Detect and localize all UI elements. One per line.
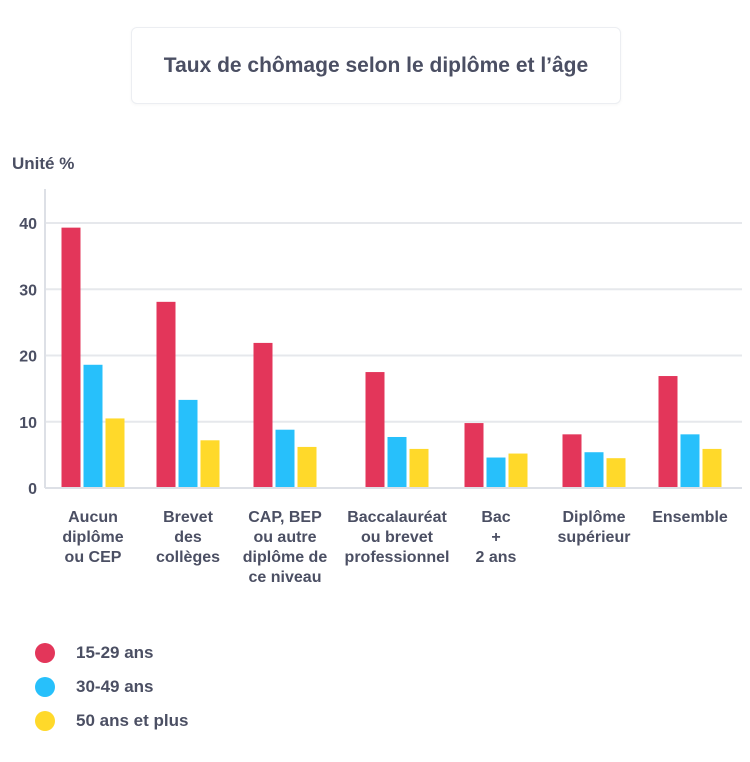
- bar: [275, 429, 295, 488]
- legend-item: 30-49 ans: [35, 670, 188, 704]
- x-category-label: ou CEP: [65, 549, 122, 566]
- chart-title-box: Taux de chômage selon le diplôme et l’âg…: [131, 27, 621, 104]
- legend-item: 15-29 ans: [35, 636, 188, 670]
- y-tick-label: 20: [19, 349, 37, 366]
- x-category-labels: Aucun diplôme ou CEP Brevet des collèges CAP, …: [62, 509, 728, 586]
- bar: [584, 452, 604, 488]
- x-category-label: des: [174, 529, 202, 546]
- legend-item: 50 ans et plus: [35, 704, 188, 738]
- y-tick-label: 30: [19, 282, 37, 299]
- bar: [178, 399, 198, 488]
- bar-chart: Unité % 0 10 20 30 40 Aucun diplôme ou CEP Brev…: [12, 154, 742, 586]
- x-category-label: 2 ans: [476, 549, 517, 566]
- x-category-label: ce niveau: [249, 569, 322, 586]
- bar: [606, 458, 626, 488]
- legend-swatch: [35, 711, 55, 731]
- x-category-label: +: [491, 529, 500, 546]
- grid-lines: [45, 222, 742, 423]
- x-category-label: Ensemble: [652, 509, 728, 526]
- bar: [61, 227, 81, 488]
- bar: [562, 434, 582, 488]
- bar: [680, 434, 700, 488]
- legend-swatch: [35, 677, 55, 697]
- legend-label: 30-49 ans: [76, 677, 154, 696]
- x-category-label: Baccalauréat: [347, 509, 447, 526]
- x-category-label: Diplôme: [562, 509, 625, 526]
- y-tick-labels: 0 10 20 30 40: [19, 216, 37, 498]
- y-tick-label: 0: [28, 481, 37, 498]
- legend-label: 50 ans et plus: [76, 711, 189, 730]
- x-category-label: ou brevet: [361, 529, 434, 546]
- chart-title: Taux de chômage selon le diplôme et l’âg…: [163, 53, 589, 77]
- bars: [61, 227, 722, 488]
- bar: [387, 436, 407, 488]
- bar: [297, 446, 317, 488]
- y-tick-label: 40: [19, 216, 37, 233]
- legend-swatch: [35, 643, 55, 663]
- x-category-label: professionnel: [345, 549, 450, 566]
- x-category-label: CAP, BEP: [248, 509, 322, 526]
- bar: [253, 342, 273, 488]
- y-tick-label: 10: [19, 415, 37, 432]
- legend: 15-29 ans 30-49 ans 50 ans et plus: [35, 636, 188, 738]
- bar: [486, 457, 506, 488]
- x-category-label: Bac: [481, 509, 510, 526]
- x-category-label: supérieur: [558, 529, 631, 546]
- bar: [464, 423, 484, 488]
- bar: [508, 453, 528, 488]
- bar: [83, 364, 103, 488]
- bar: [105, 418, 125, 488]
- bar: [156, 301, 176, 488]
- x-category-label: ou autre: [253, 529, 316, 546]
- x-category-label: collèges: [156, 549, 220, 566]
- x-category-label: Brevet: [163, 509, 213, 526]
- x-category-label: diplôme de: [243, 549, 328, 566]
- y-unit-label: Unité %: [12, 154, 74, 173]
- x-category-label: Aucun: [68, 509, 118, 526]
- bar: [200, 440, 220, 488]
- bar: [365, 372, 385, 488]
- legend-label: 15-29 ans: [76, 643, 154, 662]
- bar: [702, 448, 722, 488]
- bar: [658, 376, 678, 488]
- bar: [409, 448, 429, 488]
- x-category-label: diplôme: [62, 529, 123, 546]
